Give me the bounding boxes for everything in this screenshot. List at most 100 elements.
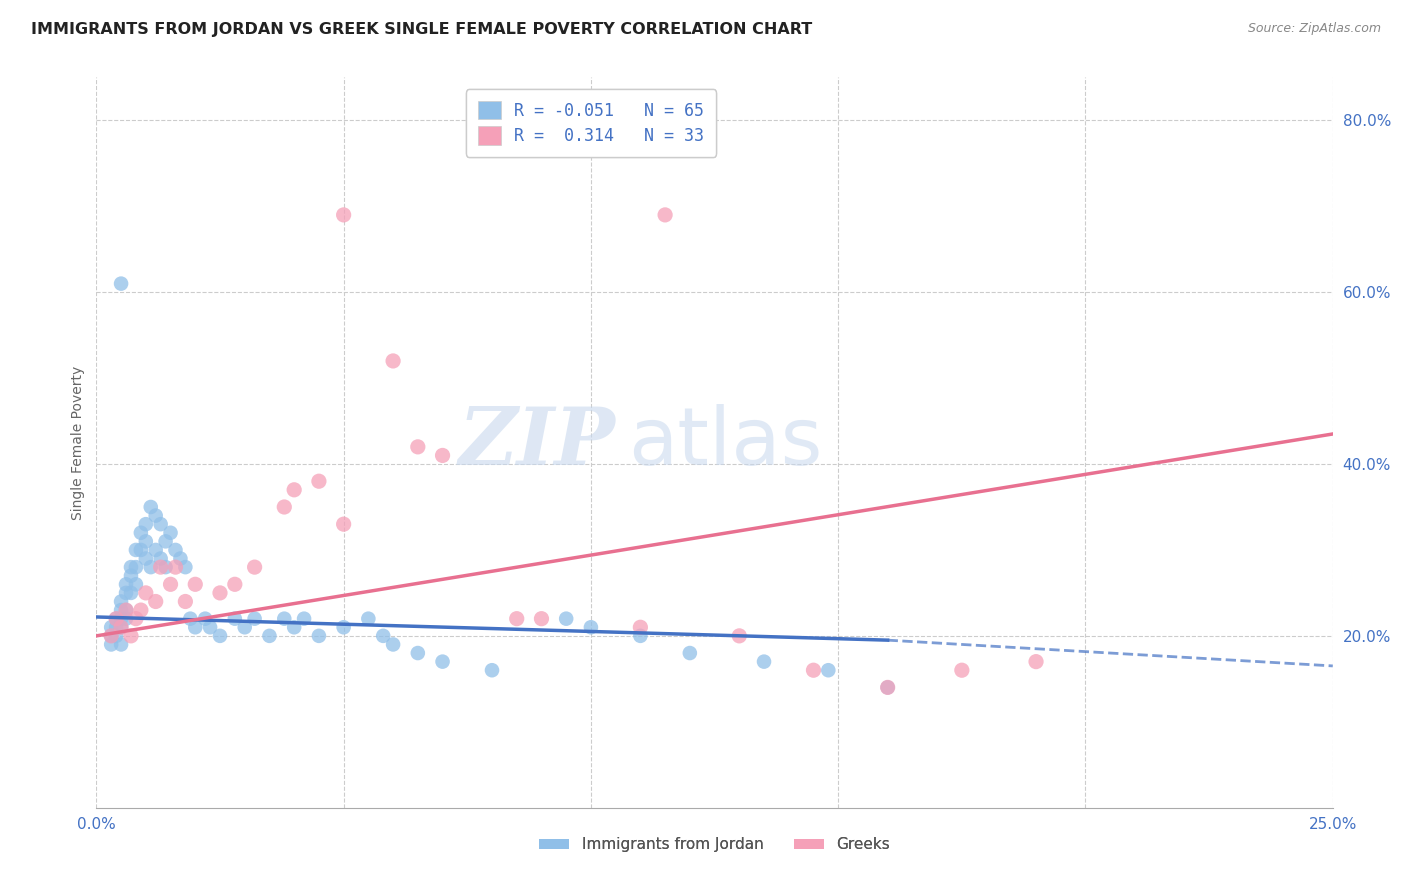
- Point: [105, 629, 128, 643]
- Point: [100, 637, 122, 651]
- Point: [139, 560, 162, 574]
- Point: [179, 612, 201, 626]
- Point: [406, 646, 429, 660]
- Point: [198, 620, 221, 634]
- Point: [233, 620, 256, 634]
- Point: [174, 560, 197, 574]
- Legend: R = -0.051   N = 65, R =  0.314   N = 33: R = -0.051 N = 65, R = 0.314 N = 33: [465, 89, 716, 157]
- Point: [292, 612, 315, 626]
- Point: [208, 629, 231, 643]
- Point: [803, 663, 825, 677]
- Point: [332, 208, 354, 222]
- Point: [115, 586, 138, 600]
- Point: [332, 517, 354, 532]
- Point: [373, 629, 395, 643]
- Point: [308, 474, 330, 488]
- Point: [679, 646, 702, 660]
- Point: [115, 612, 138, 626]
- Point: [628, 629, 651, 643]
- Point: [506, 612, 529, 626]
- Point: [243, 612, 266, 626]
- Point: [155, 534, 177, 549]
- Point: [110, 620, 132, 634]
- Point: [139, 500, 162, 514]
- Point: [876, 681, 898, 695]
- Text: IMMIGRANTS FROM JORDAN VS GREEK SINGLE FEMALE POVERTY CORRELATION CHART: IMMIGRANTS FROM JORDAN VS GREEK SINGLE F…: [31, 22, 813, 37]
- Point: [752, 655, 775, 669]
- Point: [100, 629, 122, 643]
- Point: [129, 603, 152, 617]
- Point: [110, 612, 132, 626]
- Point: [145, 508, 167, 523]
- Point: [115, 603, 138, 617]
- Point: [184, 620, 207, 634]
- Point: [432, 449, 454, 463]
- Point: [224, 577, 246, 591]
- Point: [406, 440, 429, 454]
- Text: ZIP: ZIP: [458, 404, 616, 482]
- Point: [308, 629, 330, 643]
- Point: [555, 612, 578, 626]
- Point: [628, 620, 651, 634]
- Point: [728, 629, 751, 643]
- Point: [120, 560, 142, 574]
- Y-axis label: Single Female Poverty: Single Female Poverty: [72, 366, 86, 520]
- Point: [273, 612, 295, 626]
- Point: [283, 620, 305, 634]
- Point: [1025, 655, 1047, 669]
- Point: [129, 543, 152, 558]
- Point: [149, 517, 172, 532]
- Point: [194, 612, 217, 626]
- Point: [155, 560, 177, 574]
- Point: [243, 560, 266, 574]
- Point: [100, 620, 122, 634]
- Point: [654, 208, 676, 222]
- Point: [159, 525, 181, 540]
- Point: [184, 577, 207, 591]
- Point: [481, 663, 503, 677]
- Point: [115, 603, 138, 617]
- Point: [165, 543, 187, 558]
- Point: [135, 534, 157, 549]
- Point: [105, 612, 128, 626]
- Point: [115, 577, 138, 591]
- Point: [110, 603, 132, 617]
- Point: [105, 620, 128, 634]
- Point: [149, 560, 172, 574]
- Point: [332, 620, 354, 634]
- Point: [259, 629, 281, 643]
- Point: [105, 612, 128, 626]
- Point: [224, 612, 246, 626]
- Point: [120, 568, 142, 582]
- Point: [950, 663, 973, 677]
- Point: [110, 637, 132, 651]
- Point: [876, 681, 898, 695]
- Point: [817, 663, 839, 677]
- Point: [283, 483, 305, 497]
- Point: [100, 629, 122, 643]
- Point: [125, 612, 148, 626]
- Point: [135, 551, 157, 566]
- Point: [382, 637, 405, 651]
- Point: [135, 586, 157, 600]
- Point: [110, 620, 132, 634]
- Text: Source: ZipAtlas.com: Source: ZipAtlas.com: [1247, 22, 1381, 36]
- Point: [125, 560, 148, 574]
- Point: [579, 620, 602, 634]
- Point: [120, 586, 142, 600]
- Point: [120, 629, 142, 643]
- Point: [145, 594, 167, 608]
- Point: [145, 543, 167, 558]
- Point: [129, 525, 152, 540]
- Point: [165, 560, 187, 574]
- Point: [357, 612, 380, 626]
- Point: [110, 277, 132, 291]
- Point: [382, 354, 405, 368]
- Text: atlas: atlas: [628, 403, 823, 482]
- Point: [208, 586, 231, 600]
- Point: [159, 577, 181, 591]
- Point: [530, 612, 553, 626]
- Point: [135, 517, 157, 532]
- Point: [149, 551, 172, 566]
- Point: [432, 655, 454, 669]
